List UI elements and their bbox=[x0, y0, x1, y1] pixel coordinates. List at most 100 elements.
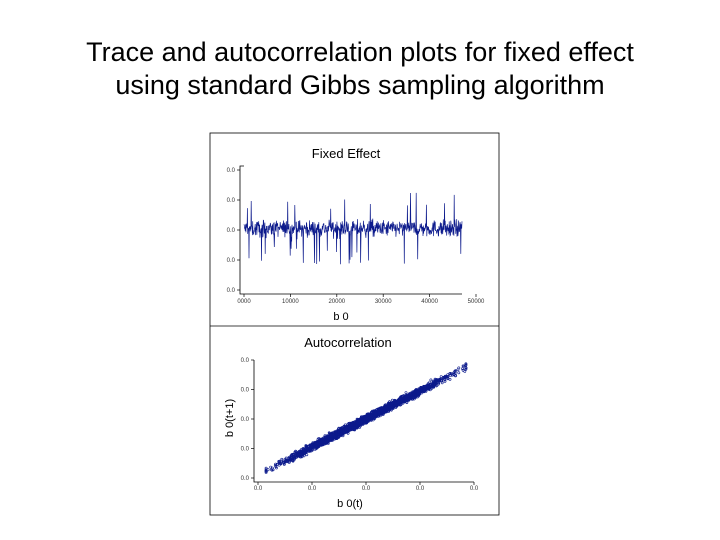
figure-frame bbox=[209, 132, 500, 516]
autocorrelation-point bbox=[333, 436, 337, 440]
autocorrelation-point bbox=[307, 445, 311, 449]
autocorrelation-point bbox=[412, 391, 416, 395]
autocorrelation-title: Autocorrelation bbox=[304, 335, 391, 350]
autocorrelation-point bbox=[404, 391, 408, 395]
autocorrelation-x-tick-label: 0.0 bbox=[362, 486, 371, 492]
autocorrelation-point bbox=[264, 471, 268, 474]
autocorrelation-point bbox=[429, 383, 433, 387]
autocorrelation-point bbox=[329, 437, 333, 441]
autocorrelation-point bbox=[347, 421, 351, 425]
autocorrelation-point bbox=[443, 379, 447, 383]
autocorrelation-point bbox=[453, 369, 457, 373]
autocorrelation-point bbox=[280, 457, 284, 461]
autocorrelation-point bbox=[327, 437, 331, 441]
autocorrelation-point bbox=[305, 453, 309, 457]
autocorrelation-y-tick-label: 0.0 bbox=[241, 358, 250, 364]
autocorrelation-point bbox=[296, 454, 299, 458]
autocorrelation-point bbox=[337, 427, 340, 431]
autocorrelation-point bbox=[275, 462, 279, 466]
autocorrelation-point bbox=[374, 411, 378, 415]
autocorrelation-point bbox=[375, 414, 379, 418]
trace-x-ticks: 0000 10000 20000 30000 40000 50000 bbox=[237, 294, 485, 305]
autocorrelation-y-tick-label: 0.0 bbox=[241, 476, 250, 482]
autocorrelation-point bbox=[461, 364, 465, 368]
autocorrelation-point bbox=[274, 462, 278, 466]
autocorrelation-point bbox=[416, 392, 420, 396]
autocorrelation-point bbox=[366, 418, 370, 422]
autocorrelation-point bbox=[446, 377, 450, 381]
autocorrelation-point bbox=[270, 468, 274, 472]
slide-title-line-2: using standard Gibbs sampling algorithm bbox=[115, 70, 605, 100]
autocorrelation-point bbox=[291, 457, 295, 460]
autocorrelation-point bbox=[289, 457, 293, 461]
autocorrelation-point bbox=[400, 398, 404, 402]
autocorrelation-point bbox=[431, 385, 435, 389]
autocorrelation-point bbox=[461, 368, 465, 372]
autocorrelation-x-tick-label: 0.0 bbox=[308, 486, 317, 492]
autocorrelation-point bbox=[407, 394, 411, 398]
autocorrelation-point bbox=[297, 452, 301, 456]
autocorrelation-point bbox=[369, 417, 373, 421]
autocorrelation-point bbox=[456, 368, 460, 372]
autocorrelation-point bbox=[321, 440, 324, 443]
trace-series-line bbox=[243, 192, 463, 265]
autocorrelation-point bbox=[370, 409, 374, 413]
autocorrelation-point bbox=[461, 367, 464, 371]
autocorrelation-point bbox=[376, 407, 380, 411]
autocorrelation-point bbox=[416, 389, 419, 393]
autocorrelation-point bbox=[464, 367, 468, 371]
autocorrelation-point bbox=[437, 378, 441, 382]
autocorrelation-x-tick-label: 0.0 bbox=[416, 486, 425, 492]
autocorrelation-point bbox=[299, 455, 303, 459]
autocorrelation-point bbox=[422, 386, 426, 390]
autocorrelation-point bbox=[358, 419, 362, 423]
trace-y-ticks: 0.0 0.0 0.0 0.0 0.0 bbox=[227, 168, 240, 294]
autocorrelation-point bbox=[300, 452, 304, 456]
autocorrelation-axes bbox=[253, 360, 474, 483]
trace-y-tick-label: 0.0 bbox=[227, 228, 236, 234]
autocorrelation-point bbox=[448, 371, 452, 375]
trace-x-tick-label: 30000 bbox=[375, 299, 392, 305]
trace-x-axis-label: b 0 bbox=[333, 311, 348, 323]
autocorrelation-y-ticks: 0.0 0.0 0.0 0.0 0.0 bbox=[241, 358, 254, 482]
autocorrelation-point bbox=[437, 382, 441, 386]
autocorrelation-panel: Autocorrelation 0.0 0.0 0.0 0.0 0.0 0.00.00.… bbox=[224, 335, 479, 510]
autocorrelation-point bbox=[356, 420, 360, 424]
autocorrelation-point bbox=[378, 414, 382, 418]
autocorrelation-point bbox=[360, 422, 364, 425]
autocorrelation-point bbox=[377, 411, 381, 415]
autocorrelation-point bbox=[282, 462, 286, 466]
autocorrelation-point bbox=[381, 413, 385, 416]
autocorrelation-point bbox=[452, 373, 456, 377]
autocorrelation-point bbox=[379, 409, 383, 413]
trace-x-tick-label: 40000 bbox=[421, 299, 438, 305]
trace-x-tick-label: 50000 bbox=[468, 299, 485, 305]
autocorrelation-x-tick-label: 0.0 bbox=[254, 486, 263, 492]
autocorrelation-point bbox=[331, 432, 335, 436]
autocorrelation-point bbox=[332, 433, 336, 437]
autocorrelation-point bbox=[285, 458, 289, 462]
autocorrelation-point bbox=[343, 428, 347, 432]
autocorrelation-point bbox=[327, 438, 331, 442]
autocorrelation-point bbox=[464, 366, 468, 370]
autocorrelation-point bbox=[433, 377, 437, 381]
autocorrelation-point bbox=[275, 466, 278, 470]
slide-title: Trace and autocorrelation plots for fixe… bbox=[0, 36, 720, 102]
autocorrelation-point bbox=[391, 403, 394, 407]
autocorrelation-x-ticks: 0.0 0.0 0.0 0.0 0.0 bbox=[254, 482, 479, 492]
autocorrelation-point bbox=[337, 430, 341, 434]
autocorrelation-point bbox=[414, 391, 418, 394]
autocorrelation-point bbox=[279, 462, 283, 466]
autocorrelation-point bbox=[307, 449, 311, 453]
autocorrelation-y-axis-label: b 0(t+1) bbox=[224, 399, 236, 437]
autocorrelation-point bbox=[303, 451, 307, 455]
autocorrelation-point bbox=[337, 433, 340, 437]
autocorrelation-axis-frame bbox=[253, 360, 474, 483]
autocorrelation-x-tick-label: 0.0 bbox=[470, 486, 479, 492]
autocorrelation-point bbox=[387, 410, 391, 413]
autocorrelation-point bbox=[292, 453, 296, 457]
autocorrelation-point bbox=[343, 425, 347, 429]
autocorrelation-points bbox=[264, 362, 468, 474]
autocorrelation-point bbox=[412, 393, 416, 397]
